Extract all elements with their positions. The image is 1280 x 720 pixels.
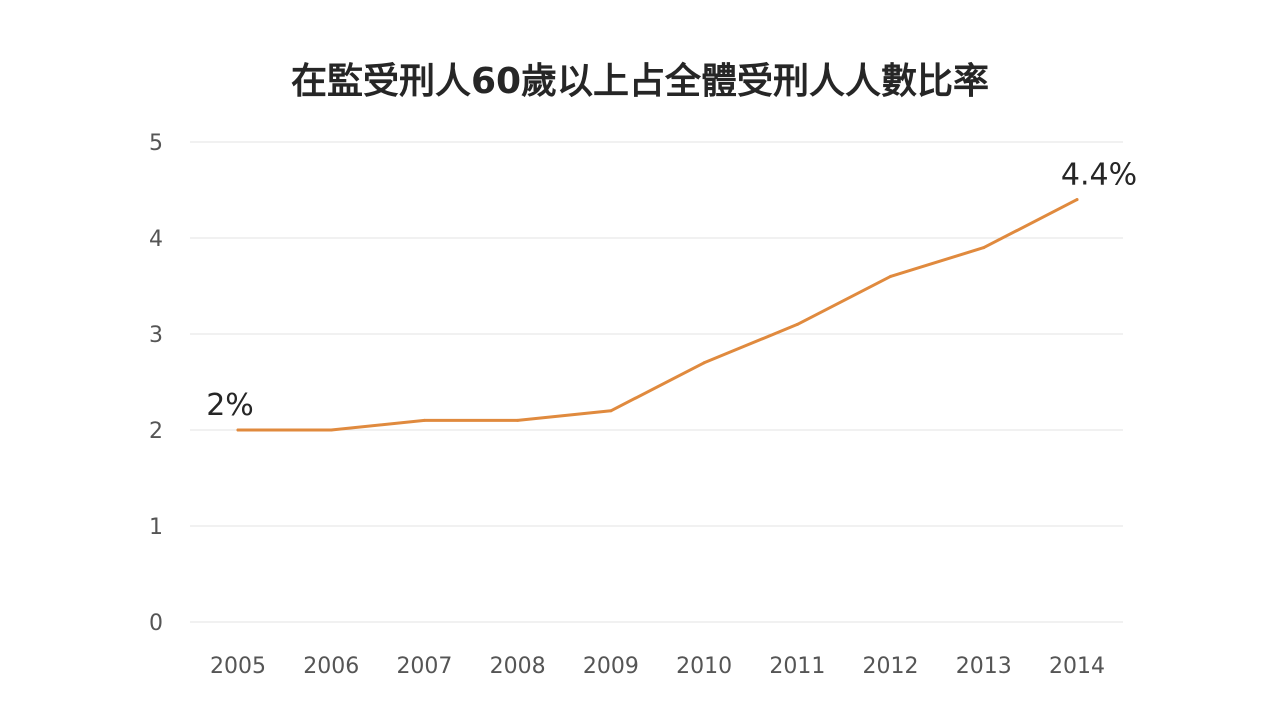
x-tick-label: 2006 <box>303 654 359 679</box>
data-point <box>702 361 706 365</box>
data-labels: 2% 4.4% <box>206 158 1137 423</box>
y-axis-ticks: 0 1 2 3 4 5 <box>149 131 163 636</box>
data-point <box>889 274 893 278</box>
y-tick-label: 0 <box>149 611 163 636</box>
series-line <box>236 198 1079 432</box>
x-tick-label: 2009 <box>583 654 639 679</box>
x-tick-label: 2008 <box>490 654 546 679</box>
x-tick-label: 2007 <box>396 654 452 679</box>
y-tick-label: 2 <box>149 419 163 444</box>
y-tick-label: 5 <box>149 131 163 156</box>
y-tick-label: 4 <box>149 227 163 252</box>
x-tick-label: 2013 <box>956 654 1012 679</box>
x-tick-label: 2005 <box>210 654 266 679</box>
x-tick-label: 2014 <box>1049 654 1105 679</box>
data-point <box>516 418 520 422</box>
y-tick-label: 3 <box>149 323 163 348</box>
x-tick-label: 2011 <box>769 654 825 679</box>
data-point <box>236 428 240 432</box>
data-point <box>982 246 986 250</box>
data-point <box>422 418 426 422</box>
data-point <box>795 322 799 326</box>
data-label: 4.4% <box>1061 158 1137 193</box>
chart-title: 在監受刑人60歲以上占全體受刑人人數比率 <box>290 61 990 102</box>
x-tick-label: 2012 <box>863 654 919 679</box>
data-point <box>329 428 333 432</box>
x-axis-ticks: 2005 2006 2007 2008 2009 2010 2011 2012 2013 2014 <box>210 654 1105 679</box>
data-label: 2% <box>206 388 254 423</box>
gridlines <box>190 141 1123 623</box>
x-tick-label: 2010 <box>676 654 732 679</box>
y-tick-label: 1 <box>149 515 163 540</box>
series-layer <box>236 198 1079 432</box>
data-point <box>609 409 613 413</box>
data-point <box>1075 198 1079 202</box>
